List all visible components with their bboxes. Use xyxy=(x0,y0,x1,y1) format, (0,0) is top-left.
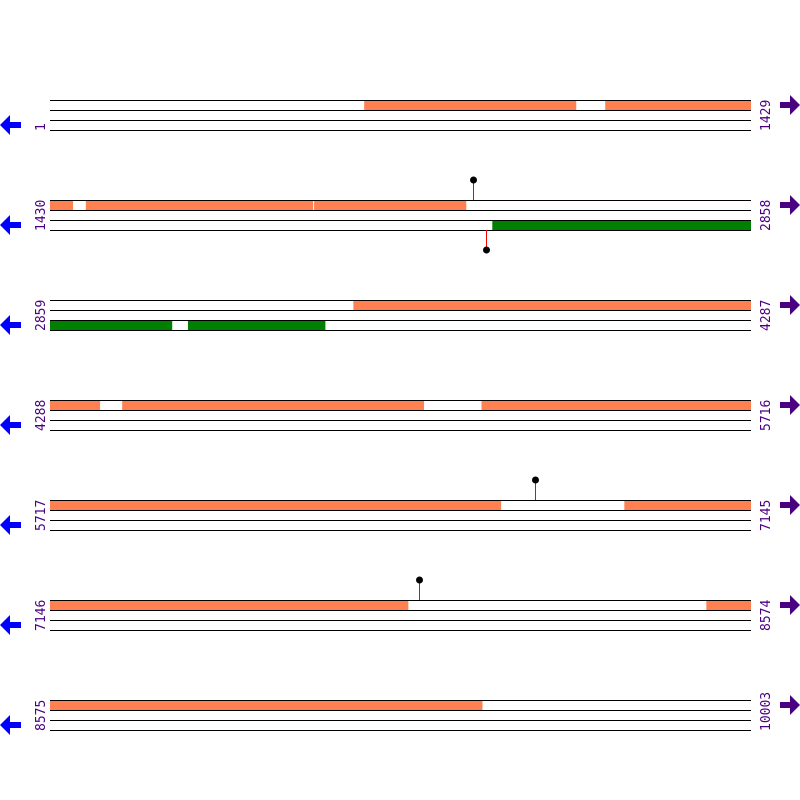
arrow-left-icon[interactable] xyxy=(0,415,21,435)
row-start-label: 4288 xyxy=(34,400,49,431)
lollipop-head xyxy=(532,476,539,484)
row-start-label: 7146 xyxy=(34,600,49,631)
forward-feature xyxy=(481,400,751,410)
arrow-left-icon[interactable] xyxy=(0,215,21,235)
row-end-label: 2858 xyxy=(759,200,774,231)
sequence-row: 4288 5716 xyxy=(0,395,800,435)
row-start-label: 1 xyxy=(34,123,49,131)
row-end-label: 8574 xyxy=(759,600,774,631)
sequence-row: 2859 4287 xyxy=(0,295,800,335)
row-end-label: 4287 xyxy=(759,300,774,331)
forward-feature xyxy=(50,700,483,710)
reverse-feature xyxy=(187,320,326,330)
arrow-left-icon[interactable] xyxy=(0,315,21,335)
forward-feature xyxy=(624,500,751,510)
arrow-left-icon[interactable] xyxy=(0,515,21,535)
sequence-row: 7146 8574 xyxy=(0,576,800,635)
forward-feature xyxy=(50,400,101,410)
row-start-label: 1430 xyxy=(34,200,49,231)
arrow-right-icon[interactable] xyxy=(780,595,800,615)
arrow-right-icon[interactable] xyxy=(780,95,800,115)
row-end-label: 10003 xyxy=(759,692,774,731)
reverse-feature xyxy=(50,320,173,330)
forward-feature xyxy=(122,400,425,410)
arrow-right-icon[interactable] xyxy=(780,195,800,215)
forward-feature xyxy=(605,100,751,110)
lollipop-head xyxy=(483,246,490,254)
forward-feature xyxy=(314,200,467,210)
arrow-right-icon[interactable] xyxy=(780,695,800,715)
forward-feature xyxy=(50,600,409,610)
arrow-right-icon[interactable] xyxy=(780,295,800,315)
forward-feature xyxy=(85,200,314,210)
lollipop-head xyxy=(416,576,423,584)
sequence-row: 1430 2858 xyxy=(0,176,800,254)
forward-feature xyxy=(50,200,74,210)
lollipop-head xyxy=(470,176,477,184)
forward-feature xyxy=(706,600,751,610)
arrow-left-icon[interactable] xyxy=(0,115,21,135)
arrow-left-icon[interactable] xyxy=(0,715,21,735)
sequence-row: 8575 10003 xyxy=(0,692,800,735)
arrow-left-icon[interactable] xyxy=(0,615,21,635)
reverse-feature xyxy=(492,220,751,230)
arrow-right-icon[interactable] xyxy=(780,495,800,515)
row-end-label: 1429 xyxy=(759,100,774,131)
row-start-label: 2859 xyxy=(34,300,49,331)
sequence-row: 1 1429 xyxy=(0,95,800,135)
row-end-label: 7145 xyxy=(759,500,774,531)
arrow-right-icon[interactable] xyxy=(780,395,800,415)
forward-feature xyxy=(50,500,502,510)
row-end-label: 5716 xyxy=(759,400,774,431)
forward-feature xyxy=(353,300,751,310)
row-start-label: 8575 xyxy=(34,700,49,731)
forward-feature xyxy=(364,100,577,110)
sequence-row: 5717 7145 xyxy=(0,476,800,535)
row-start-label: 5717 xyxy=(34,500,49,531)
